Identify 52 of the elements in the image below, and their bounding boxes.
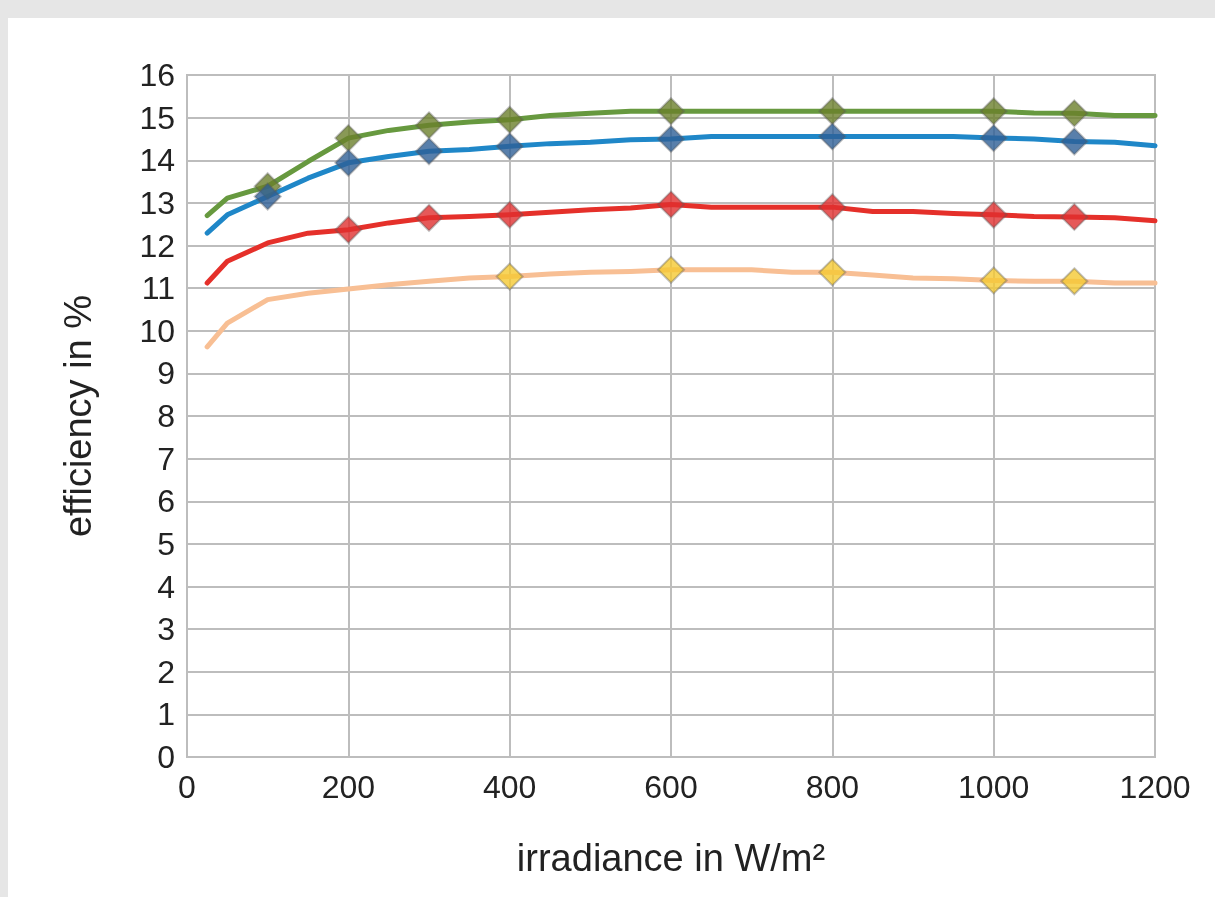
x-tick-label: 200 [321,769,376,805]
point [495,105,524,134]
y-tick-label: 14 [139,142,175,179]
point [334,124,363,153]
y-tick-label: 15 [139,99,175,136]
x-tick-label: 1200 [1119,769,1191,805]
point [818,122,847,151]
point [1060,127,1089,156]
point [415,203,443,232]
y-tick-label: 10 [139,312,175,349]
point [818,258,847,287]
y-tick-label: 3 [157,611,175,648]
point [818,97,847,126]
point [334,215,363,244]
point [657,255,685,284]
x-axis-title: irradiance in W/m² [516,837,826,879]
y-tick-label: 5 [157,525,175,562]
point [1060,99,1089,128]
y-tick-label: 4 [157,568,175,605]
point [657,190,685,219]
point [979,266,1008,295]
point [1060,267,1089,296]
y-tick-label: 6 [157,483,175,520]
point [415,111,443,140]
y-tick-label: 2 [157,653,175,690]
y-tick-label: 16 [139,57,175,93]
x-tick-label: 800 [805,769,860,805]
y-tick-label: 1 [157,696,175,733]
point [495,132,524,161]
point [334,148,363,177]
point [1060,202,1089,231]
y-tick-label: 12 [139,227,175,264]
point [657,97,685,126]
point [979,200,1008,229]
y-tick-label: 7 [157,440,175,477]
y-tick-label: 11 [141,270,175,307]
point [979,124,1008,153]
x-tick-label: 400 [482,769,537,805]
point [495,262,524,291]
y-tick-label: 9 [157,355,175,392]
y-tick-label: 13 [139,184,175,221]
x-tick-label: 1000 [958,769,1030,805]
point [415,137,443,166]
point [979,97,1008,126]
point [818,193,847,222]
point [253,182,282,211]
y-tick-label: 0 [157,739,175,775]
y-axis-title: efficiency in % [57,294,99,538]
x-tick-label: 600 [644,769,698,805]
point [657,124,685,153]
y-tick-label: 8 [157,398,175,434]
point [495,200,524,229]
